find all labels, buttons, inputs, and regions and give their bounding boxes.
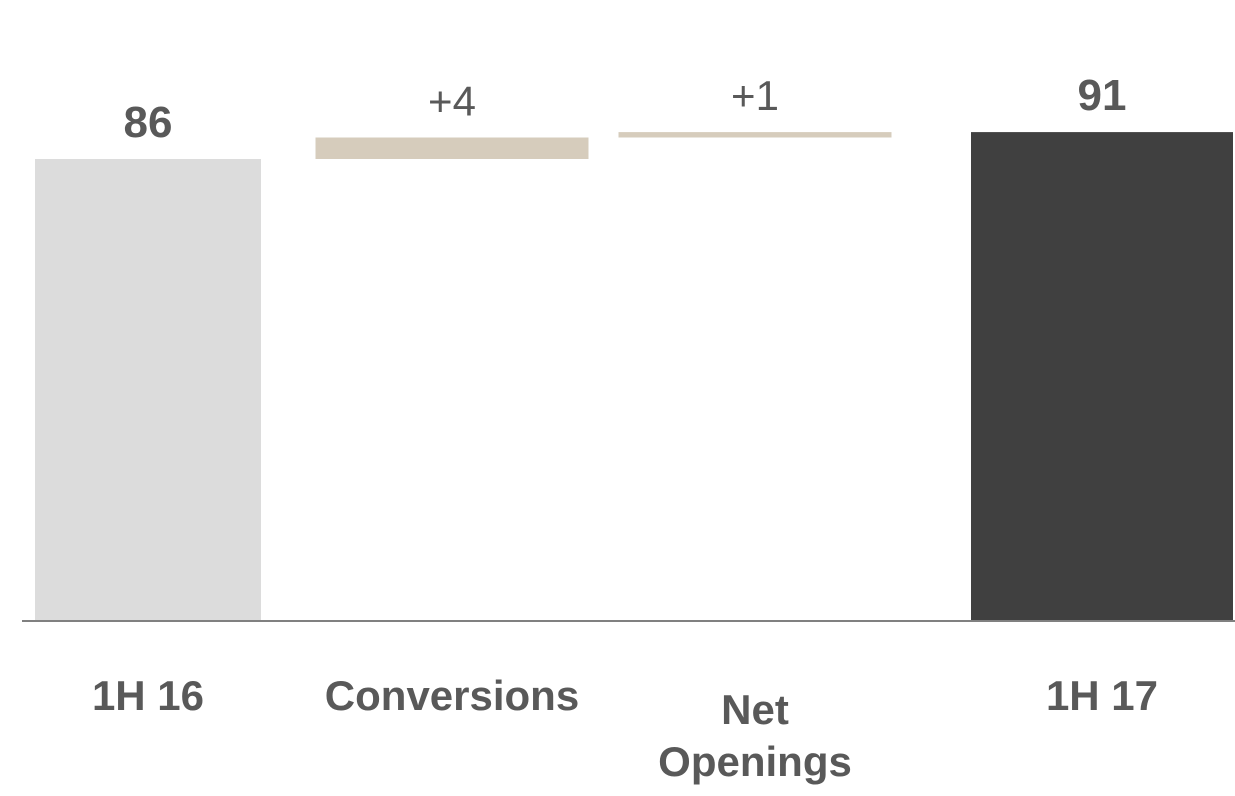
data-label-conversions: +4	[428, 78, 476, 125]
bar-1h-16	[35, 159, 261, 621]
category-label-net-openings: Net Openings	[658, 686, 852, 785]
category-label-1h-17: 1H 17	[1046, 672, 1158, 719]
data-label-net-openings: +1	[731, 72, 779, 119]
bar-conversions	[315, 137, 589, 159]
category-label-conversions: Conversions	[325, 672, 579, 719]
bar-1h-17	[971, 132, 1233, 621]
bar-net-openings	[618, 132, 892, 138]
data-label-1h-16: 86	[124, 98, 173, 147]
data-label-1h-17: 91	[1078, 71, 1127, 120]
category-label-1h-16: 1H 16	[92, 672, 204, 719]
